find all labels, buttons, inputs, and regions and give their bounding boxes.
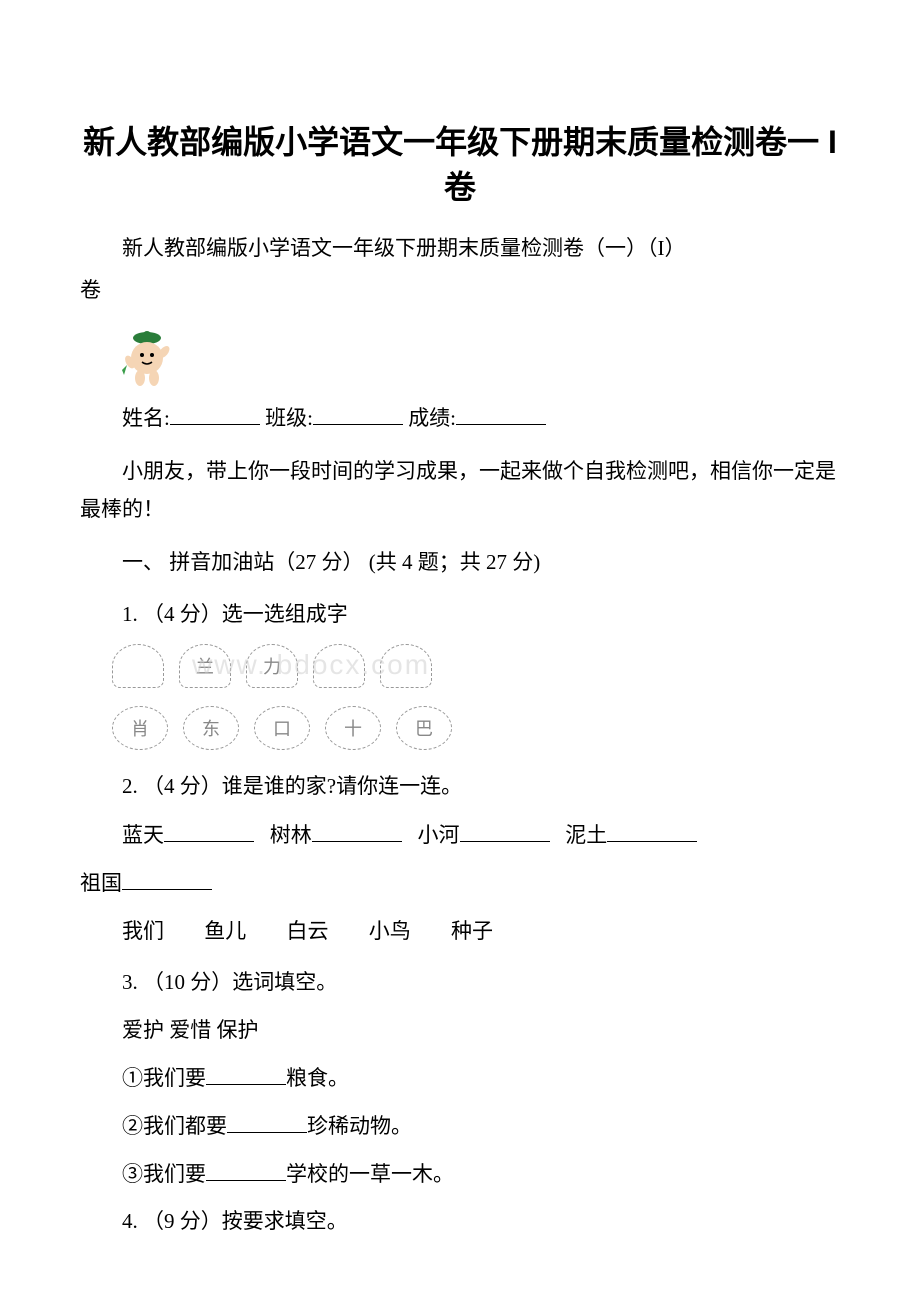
q3-item1-suffix: 粮食。 (286, 1066, 349, 1090)
q2-blank-4 (607, 821, 697, 842)
q2-blank-2 (312, 821, 402, 842)
section-1-header: 一、 拼音加油站（27 分） (共 4 题；共 27 分) (80, 544, 840, 582)
q3-item3-suffix: 学校的一草一木。 (286, 1162, 454, 1186)
question-2-row-1: 蓝天 树林 小河 泥土 (80, 816, 840, 856)
q2-ans-2: 鱼儿 (204, 919, 246, 943)
char-shape-1 (112, 644, 164, 688)
q2-ans-5: 种子 (451, 919, 493, 943)
student-info-line: 姓名: 班级: 成绩: (80, 400, 840, 438)
char-oval-1: 肖 (112, 706, 168, 750)
question-2-row-1b: 祖国 (80, 864, 840, 904)
q2-ans-4: 小鸟 (369, 919, 411, 943)
question-3-item-2: ②我们都要 珍稀动物。 (80, 1107, 840, 1147)
question-3-words: 爱护 爱惜 保护 (80, 1011, 840, 1051)
q3-item2-blank (227, 1112, 307, 1133)
score-label: 成绩: (408, 406, 456, 430)
q2-word-3: 小河 (418, 823, 460, 847)
question-4-text: 4. （9 分）按要求填空。 (80, 1203, 840, 1241)
question-3-item-3: ③我们要 学校的一草一木。 (80, 1155, 840, 1195)
q2-blank-1 (164, 821, 254, 842)
q2-word-1: 蓝天 (122, 823, 164, 847)
char-oval-5: 巴 (396, 706, 452, 750)
question-3-item-1: ①我们要 粮食。 (80, 1059, 840, 1099)
q3-item1-blank (206, 1064, 286, 1085)
class-label: 班级: (265, 406, 313, 430)
question-3-text: 3. （10 分）选词填空。 (80, 964, 840, 1002)
question-1-row-2: 肖 东 口 十 巴 (112, 706, 840, 750)
cartoon-character-image (112, 320, 182, 390)
name-label: 姓名: (122, 406, 170, 430)
q3-item1-prefix: ①我们要 (122, 1066, 206, 1090)
class-blank (313, 404, 403, 425)
q2-ans-1: 我们 (122, 919, 164, 943)
q2-word-2: 树林 (270, 823, 312, 847)
name-blank (170, 404, 260, 425)
intro-text: 小朋友，带上你一段时间的学习成果，一起来做个自我检测吧，相信你一定是最棒的！ (80, 453, 840, 529)
q2-blank-3 (460, 821, 550, 842)
q2-word-4: 泥土 (565, 823, 607, 847)
subtitle-line-2: 卷 (80, 272, 840, 310)
question-1-row-1: 兰 力 www. bdocx.com (112, 644, 840, 688)
subtitle-line-1: 新人教部编版小学语文一年级下册期末质量检测卷（一）（I） (80, 230, 840, 268)
q3-item3-blank (206, 1160, 286, 1181)
question-2-row-2: 我们 鱼儿 白云 小鸟 种子 (80, 912, 840, 952)
char-oval-2: 东 (183, 706, 239, 750)
page-title: 新人教部编版小学语文一年级下册期末质量检测卷一 I 卷 (80, 120, 840, 210)
question-2-text: 2. （4 分）谁是谁的家?请你连一连。 (80, 768, 840, 806)
q2-word-5: 祖国 (80, 871, 122, 895)
q2-blank-5 (122, 869, 212, 890)
char-oval-3: 口 (254, 706, 310, 750)
q3-item2-prefix: ②我们都要 (122, 1114, 227, 1138)
question-1-text: 1. （4 分）选一选组成字 (80, 596, 840, 634)
char-oval-4: 十 (325, 706, 381, 750)
q3-item3-prefix: ③我们要 (122, 1162, 206, 1186)
q2-ans-3: 白云 (287, 919, 329, 943)
q3-item2-suffix: 珍稀动物。 (307, 1114, 412, 1138)
watermark-text: www. bdocx.com (192, 649, 430, 681)
score-blank (456, 404, 546, 425)
